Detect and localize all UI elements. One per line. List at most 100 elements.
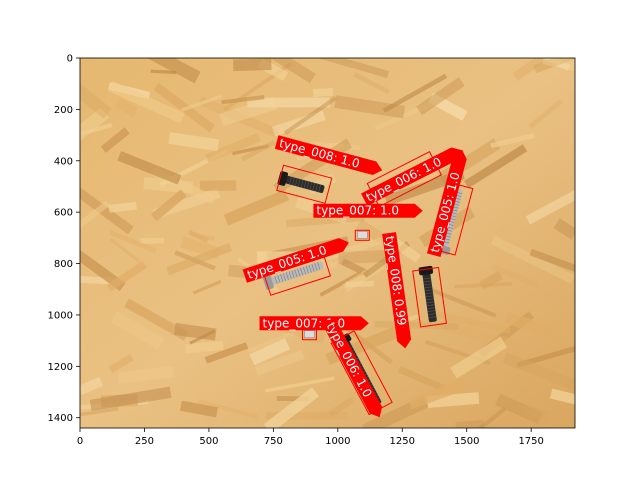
wood-chip [174, 250, 216, 271]
wood-chip [428, 92, 468, 121]
bounding-box [412, 266, 447, 328]
wood-chip [455, 419, 485, 428]
detection-label: type_007: 1.0 [259, 316, 369, 331]
wood-chip [416, 77, 465, 116]
wood-chip [109, 237, 141, 263]
x-tick-label: 0 [77, 436, 83, 447]
wood-chip [192, 279, 222, 295]
wood-chip [117, 151, 182, 185]
wood-chip [100, 127, 130, 153]
wood-chip [319, 270, 363, 297]
wood-chip [314, 58, 390, 79]
wood-chip [264, 376, 335, 393]
wood-chip [398, 366, 446, 392]
nut-object [357, 230, 368, 239]
label-tag [426, 149, 467, 257]
x-tick-label: 250 [135, 436, 154, 447]
label-tag [361, 147, 462, 206]
wood-chip [109, 229, 157, 254]
bounding-box [276, 164, 333, 204]
label-tag [259, 316, 369, 331]
wood-chip [168, 132, 220, 152]
wood-chip [521, 403, 550, 422]
wood-chip [198, 96, 280, 138]
wood-chip [189, 329, 216, 345]
axes-frame [79, 57, 576, 429]
wood-chip [450, 336, 508, 379]
wood-chip [80, 242, 126, 291]
x-tick-label: 1250 [390, 436, 415, 447]
y-tick-label: 1000 [48, 310, 73, 321]
wood-chip [150, 189, 187, 222]
wood-chip [247, 324, 311, 354]
wood-chip [180, 236, 221, 259]
wood-chip [80, 107, 109, 144]
wood-chip [80, 186, 134, 235]
wood-chip [249, 338, 291, 366]
wood-chip [187, 229, 209, 244]
detection-label: type_007: 1.0 [313, 203, 423, 218]
wood-chip [80, 376, 104, 395]
wood-chip [204, 342, 249, 364]
wood-chip [283, 96, 337, 135]
wood-chip [114, 97, 139, 118]
wood-chip [479, 270, 504, 290]
wood-chip [166, 242, 233, 276]
wood-chip [528, 98, 564, 129]
wood-chip [150, 69, 177, 75]
wood-chip [428, 287, 497, 318]
x-tick-label: 500 [199, 436, 218, 447]
wood-chip [312, 87, 334, 97]
wood-chip [529, 248, 575, 278]
label-tag [274, 135, 383, 175]
label-tag [313, 203, 423, 218]
wood-chip [345, 280, 375, 288]
wood-chip [89, 386, 172, 412]
wood-chip [334, 95, 406, 119]
wood-chip [254, 350, 305, 376]
wood-chip [355, 219, 386, 244]
y-axis-ticks: 0 200 400 600 800 1000 1200 1400 [48, 54, 80, 424]
wood-chip [263, 387, 320, 428]
wood-chip [205, 132, 261, 163]
wood-chip [232, 144, 270, 156]
wood-chip [233, 58, 272, 72]
wood-chip [180, 94, 223, 112]
wood-chip [124, 298, 189, 341]
wood-chip [108, 201, 137, 213]
wood-chip [140, 237, 164, 244]
wood-chip [502, 352, 575, 393]
x-tick-label: 750 [264, 436, 283, 447]
wood-chip [382, 73, 448, 113]
wood-chip [108, 354, 134, 374]
x-tick-label: 1750 [518, 436, 543, 447]
wood-chip [80, 407, 119, 419]
wood-chip [384, 169, 465, 206]
label-tag [382, 232, 412, 349]
label-text: type_007: 1.0 [316, 204, 399, 218]
bolt-black-object [277, 171, 325, 193]
x-axis-ticks: 0 250 500 750 1000 1250 1500 1750 [77, 428, 544, 447]
wood-chip [110, 311, 165, 350]
y-tick-label: 400 [54, 156, 73, 167]
label-tag [322, 317, 383, 418]
wood-chip [504, 311, 554, 338]
wood-chip [318, 235, 391, 263]
wood-chip [197, 399, 259, 419]
wood-chip [464, 144, 528, 189]
wood-chip [430, 309, 511, 334]
wood-chip [533, 58, 575, 74]
wood-chip [124, 58, 201, 84]
wood-chip [490, 132, 535, 149]
x-tick-label: 1000 [325, 436, 350, 447]
wood-chip [525, 190, 575, 225]
wood-chip [180, 400, 219, 418]
wood-chip [338, 249, 398, 265]
y-tick-label: 600 [54, 208, 73, 219]
wood-chip [512, 58, 552, 81]
wood-chip [542, 58, 575, 76]
wood-chip [490, 235, 575, 284]
y-tick-label: 0 [67, 54, 73, 65]
